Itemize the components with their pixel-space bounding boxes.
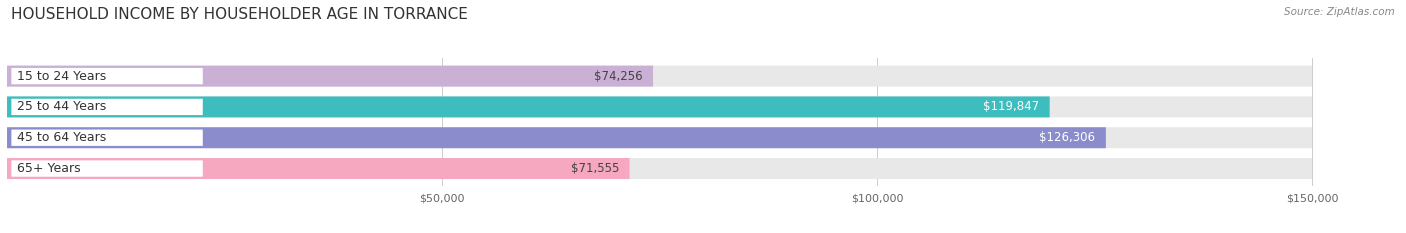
Text: $74,256: $74,256: [593, 70, 643, 83]
FancyBboxPatch shape: [7, 96, 1050, 117]
Text: $71,555: $71,555: [571, 162, 619, 175]
FancyBboxPatch shape: [7, 66, 652, 87]
Text: HOUSEHOLD INCOME BY HOUSEHOLDER AGE IN TORRANCE: HOUSEHOLD INCOME BY HOUSEHOLDER AGE IN T…: [11, 7, 468, 22]
FancyBboxPatch shape: [11, 160, 202, 177]
Text: 45 to 64 Years: 45 to 64 Years: [17, 131, 107, 144]
FancyBboxPatch shape: [7, 127, 1312, 148]
FancyBboxPatch shape: [11, 99, 202, 115]
Text: $126,306: $126,306: [1039, 131, 1095, 144]
FancyBboxPatch shape: [7, 158, 630, 179]
FancyBboxPatch shape: [7, 127, 1107, 148]
Text: Source: ZipAtlas.com: Source: ZipAtlas.com: [1284, 7, 1395, 17]
Text: 65+ Years: 65+ Years: [17, 162, 82, 175]
Text: 15 to 24 Years: 15 to 24 Years: [17, 70, 107, 83]
Text: $119,847: $119,847: [983, 100, 1039, 113]
FancyBboxPatch shape: [7, 96, 1312, 117]
Text: 25 to 44 Years: 25 to 44 Years: [17, 100, 107, 113]
FancyBboxPatch shape: [7, 158, 1312, 179]
FancyBboxPatch shape: [11, 130, 202, 146]
FancyBboxPatch shape: [11, 68, 202, 84]
FancyBboxPatch shape: [7, 66, 1312, 87]
